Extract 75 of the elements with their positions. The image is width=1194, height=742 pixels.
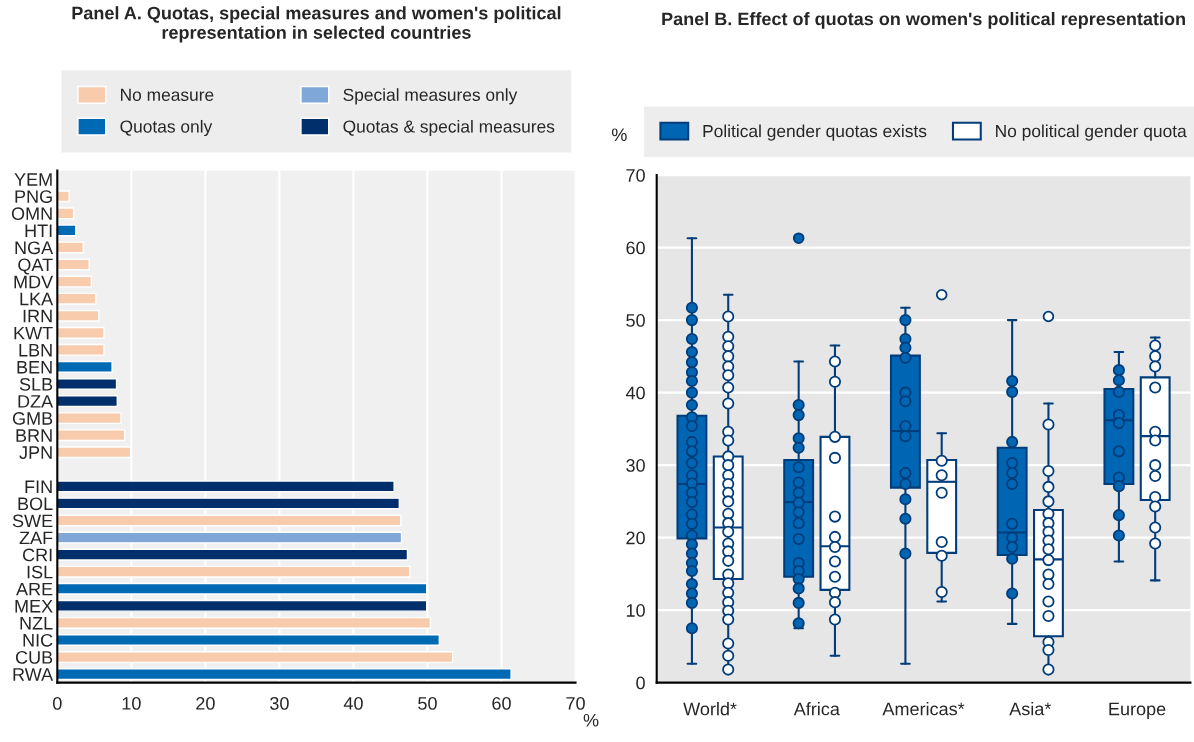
- bar: [57, 412, 122, 425]
- x-tick-label: Africa: [793, 702, 840, 716]
- y-axis-title: %: [611, 128, 627, 142]
- bar: [57, 190, 70, 203]
- y-tick-label: 10: [626, 604, 645, 617]
- x-tick-label: Asia*: [1009, 702, 1052, 716]
- y-tick-label: HTI: [25, 224, 52, 237]
- bar: [57, 224, 77, 237]
- bar: [57, 326, 105, 339]
- y-tick-label: FIN: [25, 480, 52, 493]
- y-tick-label: BRN: [16, 429, 52, 442]
- y-tick-label: 20: [626, 531, 645, 545]
- y-tick-label: 50: [626, 314, 645, 327]
- bar: [57, 309, 100, 322]
- x-tick-label: 60: [492, 697, 511, 710]
- x-tick-label: 50: [418, 697, 437, 710]
- y-tick-label: CUB: [15, 650, 53, 664]
- y-tick-label: 70: [626, 169, 645, 182]
- x-tick-label: 20: [196, 697, 215, 710]
- y-tick-label: SLB: [19, 377, 53, 391]
- x-tick-label: 30: [270, 697, 289, 710]
- x-tick-label: World*: [683, 702, 737, 716]
- legend-label: Political gender quotas exists: [703, 124, 927, 141]
- legend-label: Quotas & special measures: [343, 119, 555, 137]
- legend-label: No political gender quota: [996, 124, 1187, 141]
- y-tick-label: GMB: [12, 412, 53, 425]
- y-tick-label: BOL: [18, 497, 53, 511]
- y-tick-label: YEM: [14, 173, 52, 186]
- y-tick-label: ISL: [27, 565, 53, 579]
- y-tick-label: 0: [636, 676, 645, 690]
- y-tick-label: OMN: [11, 207, 52, 221]
- bar: [57, 258, 90, 271]
- y-tick-label: 60: [626, 241, 645, 255]
- legend-label: Special measures only: [343, 88, 518, 105]
- bar: [57, 429, 126, 442]
- x-tick-label: 10: [122, 697, 141, 710]
- y-tick-label: MDV: [14, 275, 54, 289]
- bar: [57, 207, 75, 220]
- bar: [57, 360, 113, 373]
- chart-title: Panel A. Quotas, special measures and women's political representation in selected countries: [72, 6, 561, 43]
- bar: [57, 275, 93, 288]
- x-tick-label: Europe: [1109, 702, 1166, 719]
- y-tick-label: BEN: [17, 361, 52, 374]
- x-tick-label: 70: [566, 697, 585, 710]
- y-tick-label: NZL: [20, 617, 53, 630]
- y-tick-label: NGA: [15, 241, 54, 255]
- x-tick-label: Americas*: [882, 702, 965, 716]
- y-tick-label: NIC: [23, 633, 53, 647]
- y-tick-label: 30: [626, 459, 645, 472]
- bar: [57, 343, 105, 356]
- bar: [57, 377, 118, 390]
- y-tick-label: IRN: [23, 309, 52, 323]
- y-tick-label: KWT: [14, 326, 53, 340]
- y-tick-label: PNG: [15, 190, 52, 203]
- y-tick-label: QAT: [18, 258, 53, 275]
- y-tick-label: MEX: [15, 599, 53, 613]
- y-tick-label: ZAF: [19, 531, 53, 545]
- bar: [57, 241, 84, 254]
- y-tick-label: 40: [625, 386, 645, 400]
- y-tick-label: CRI: [22, 548, 52, 562]
- y-tick-label: JPN: [19, 446, 52, 459]
- bar: [57, 395, 118, 408]
- bar: [57, 292, 97, 305]
- y-tick-label: RWA: [13, 668, 54, 681]
- y-tick-label: DZA: [18, 395, 54, 408]
- x-tick-label: 0: [53, 697, 62, 710]
- legend-label: Quotas only: [120, 119, 213, 137]
- y-tick-label: ARE: [16, 582, 53, 596]
- chart-title: Panel B. Effect of quotas on women's political representation: [662, 12, 1185, 29]
- x-tick-label: 40: [343, 697, 363, 710]
- legend-label: No measure: [121, 88, 214, 101]
- y-tick-label: SWE: [12, 514, 53, 528]
- y-tick-label: LBN: [19, 343, 52, 357]
- x-axis-title: %: [583, 713, 599, 727]
- y-tick-label: LKA: [20, 292, 54, 306]
